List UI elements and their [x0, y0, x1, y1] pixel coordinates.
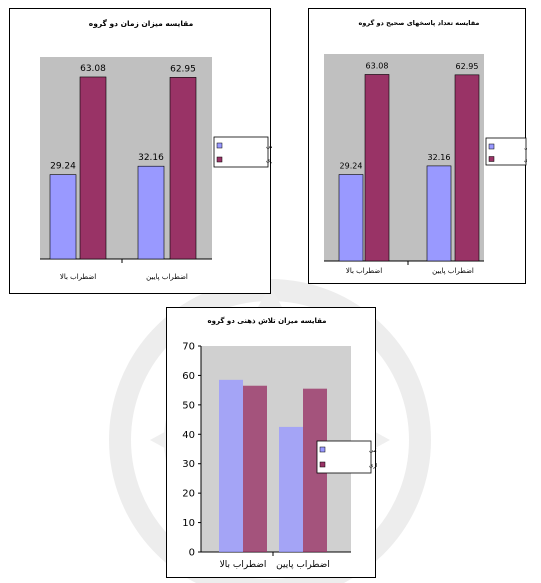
chart-time-svg: مقایسه میزان زمان دو گروه 29.24 63.08 اضطرا…	[40, 19, 272, 281]
category-label: اضطراب پایین	[276, 560, 330, 570]
legend-box	[213, 136, 269, 168]
bar-visual-0	[364, 74, 390, 262]
data-label: 62.95	[170, 64, 196, 74]
legend-swatch	[488, 143, 495, 150]
legend-swatch	[216, 142, 223, 149]
chart-title: مقایسه میزان تلاش ذهنی دو گروه	[208, 316, 327, 325]
legend: تکلیف کلامی تکلیف دیداری	[485, 137, 527, 166]
data-label: 62.95	[456, 62, 479, 71]
y-tick-label: 60	[182, 371, 195, 382]
legend: تکلیف کلامی تکلیف دیداری	[316, 440, 377, 474]
bar-visual-1	[169, 77, 197, 260]
y-tick-label: 40	[182, 430, 195, 441]
bar-verbal-1	[279, 426, 303, 552]
data-label: 29.24	[340, 162, 363, 171]
category-label: اضطراب پایین	[432, 267, 474, 275]
bar-verbal-0	[338, 174, 364, 262]
data-label: 32.16	[428, 153, 451, 162]
bar-visual-0	[79, 76, 107, 260]
legend-swatch	[319, 446, 326, 453]
y-tick-label: 30	[182, 459, 195, 470]
legend-swatch	[488, 156, 495, 162]
data-label: 63.08	[80, 64, 106, 74]
data-label: 63.08	[366, 61, 389, 70]
category-label: اضطراب بالا	[346, 267, 382, 275]
chart-title: مقایسه تعداد پاسخهای صحیح دو گروه	[359, 19, 480, 27]
legend-label: تکلیف کلامی	[266, 143, 272, 150]
legend-label: تکلیف دیداری	[266, 157, 272, 164]
chart-title: مقایسه میزان زمان دو گروه	[89, 19, 194, 28]
legend-label: تکلیف دیداری	[369, 462, 377, 469]
y-tick-label: 0	[189, 548, 195, 559]
chart-mental-effort-comparison: مقایسه میزان تلاش ذهنی دو گروه 0 10 20 30 40 5…	[166, 307, 377, 578]
y-tick-label: 50	[182, 400, 195, 411]
chart-effort-svg: مقایسه میزان تلاش ذهنی دو گروه 0 10 20 30 40 5…	[182, 316, 377, 570]
bar-verbal-0	[49, 174, 77, 260]
bar-verbal-1	[426, 165, 452, 262]
legend-box	[316, 440, 372, 474]
data-label: 29.24	[50, 162, 76, 172]
legend-label: تکلیف کلامی	[524, 145, 527, 151]
legend: تکلیف کلامی تکلیف دیداری	[213, 136, 272, 168]
chart-correct-svg: مقایسه تعداد پاسخهای صحیح دو گروه 29.24 63…	[324, 19, 527, 275]
y-tick-label: 70	[182, 342, 195, 353]
bar-visual-0	[243, 385, 267, 552]
y-tick-label: 20	[182, 489, 195, 500]
y-tick-label: 10	[182, 518, 195, 529]
category-label: اضطراب بالا	[60, 273, 96, 281]
legend-label: تکلیف کلامی	[369, 447, 377, 454]
legend-swatch	[216, 156, 223, 163]
chart-correct-answers-comparison: مقایسه تعداد پاسخهای صحیح دو گروه 29.24 63…	[308, 8, 527, 284]
category-label: اضطراب پایین	[146, 273, 188, 281]
bar-verbal-0	[219, 379, 243, 552]
legend-label: تکلیف دیداری	[524, 158, 527, 164]
legend-swatch	[319, 461, 326, 468]
data-label: 32.16	[138, 153, 164, 163]
chart-time-comparison: مقایسه میزان زمان دو گروه 29.24 63.08 اضطرا…	[9, 8, 272, 294]
category-label: اضطراب بالا	[220, 560, 267, 570]
bar-visual-1	[454, 74, 480, 262]
bar-verbal-1	[137, 165, 165, 260]
